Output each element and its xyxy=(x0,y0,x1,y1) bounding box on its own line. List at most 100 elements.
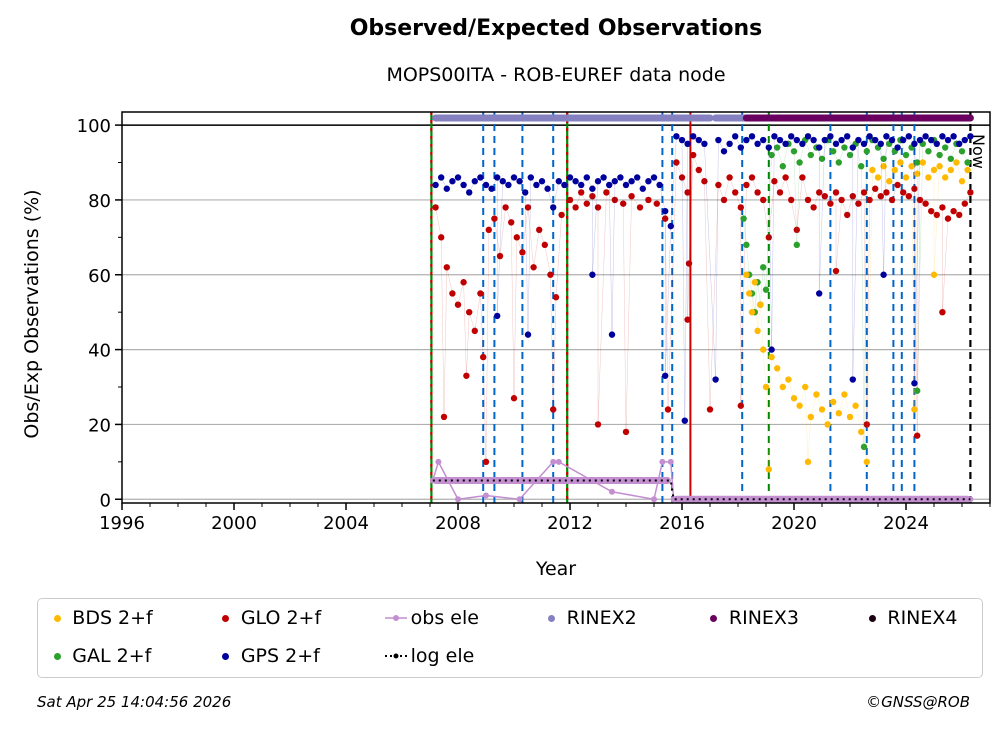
point-gps xyxy=(877,140,884,148)
point-gps xyxy=(572,178,579,185)
point-gps xyxy=(589,271,596,278)
legend-label: obs ele xyxy=(410,607,479,629)
y-tick-label: 20 xyxy=(88,415,111,436)
obs-ele-point xyxy=(659,458,666,465)
x-tick-label: 2008 xyxy=(435,513,481,534)
legend-item-glo: GLO 2+f xyxy=(215,605,321,631)
point-glo xyxy=(583,200,590,207)
point-gps xyxy=(880,271,887,278)
point-gal xyxy=(807,151,814,159)
legend-marker xyxy=(384,651,407,661)
point-glo xyxy=(900,189,907,196)
now-label: Now xyxy=(969,134,988,169)
point-bds xyxy=(802,383,809,391)
point-glo xyxy=(956,211,963,219)
legend: BDS 2+f GLO 2+f obs ele RINEX2 RINEX3 RINEX4 G… xyxy=(37,598,983,678)
point-glo xyxy=(838,196,845,204)
point-gps xyxy=(883,133,890,140)
point-gps xyxy=(804,133,812,140)
legend-label: BDS 2+f xyxy=(72,607,153,629)
x-tick-label: 1996 xyxy=(99,513,145,534)
point-glo xyxy=(804,196,812,204)
point-glo xyxy=(477,290,484,297)
point-glo xyxy=(491,215,498,222)
point-glo xyxy=(690,151,697,159)
point-glo xyxy=(905,192,912,200)
point-glo xyxy=(706,406,714,413)
obs-ele-point xyxy=(516,496,523,503)
point-bds xyxy=(846,413,854,421)
point-glo xyxy=(594,421,602,428)
legend-marker xyxy=(861,614,883,622)
y-tick-label: 40 xyxy=(88,341,111,362)
point-glo xyxy=(844,211,851,219)
point-glo xyxy=(636,204,644,211)
point-gps xyxy=(645,178,652,185)
point-gps xyxy=(832,140,840,148)
point-gps xyxy=(443,185,450,192)
point-gps xyxy=(684,140,691,148)
point-glo xyxy=(454,301,462,308)
point-gal xyxy=(880,155,887,162)
point-bds xyxy=(874,174,882,181)
obs-ele-point xyxy=(455,496,461,503)
point-glo xyxy=(603,189,610,196)
point-gps xyxy=(594,178,602,185)
point-glo xyxy=(622,428,630,436)
point-gps xyxy=(589,185,596,192)
point-glo xyxy=(754,189,761,196)
point-bds xyxy=(818,406,826,413)
series-line-glo xyxy=(435,154,971,462)
point-gps xyxy=(855,136,862,144)
point-gal xyxy=(760,264,767,271)
point-gps xyxy=(701,140,708,148)
point-gps xyxy=(477,174,484,181)
point-gps xyxy=(765,144,772,151)
point-glo xyxy=(508,219,515,226)
point-bds xyxy=(911,406,918,413)
point-glo xyxy=(827,200,834,207)
point-gps xyxy=(939,133,946,140)
point-glo xyxy=(793,226,800,234)
point-gps xyxy=(894,144,901,151)
point-bds xyxy=(852,402,859,409)
y-tick-label: 60 xyxy=(88,266,111,287)
point-bds xyxy=(768,353,775,361)
point-gps xyxy=(748,133,756,140)
point-glo xyxy=(715,181,722,189)
point-glo xyxy=(816,189,823,196)
point-bds xyxy=(779,383,786,391)
point-glo xyxy=(510,395,518,402)
point-bds xyxy=(869,166,876,174)
point-gps xyxy=(566,174,574,181)
point-glo xyxy=(928,207,935,215)
chart-subtitle: MOPS00ITA - ROB-EUREF data node xyxy=(386,64,726,86)
point-glo xyxy=(914,432,921,439)
point-bds xyxy=(897,159,904,166)
legend-item-bds: BDS 2+f xyxy=(46,605,153,631)
point-glo xyxy=(737,402,744,409)
point-gps xyxy=(720,148,728,155)
point-glo xyxy=(866,196,873,204)
elevation-series xyxy=(429,458,974,503)
point-gps xyxy=(527,174,534,181)
x-tick-label: 2004 xyxy=(323,513,369,534)
point-bds xyxy=(830,398,837,406)
point-gps xyxy=(844,133,851,140)
point-bds xyxy=(858,428,865,436)
point-gal xyxy=(947,155,954,162)
point-gps xyxy=(905,133,912,140)
point-glo xyxy=(552,294,560,301)
point-gal xyxy=(835,159,842,166)
point-bds xyxy=(958,178,966,185)
point-bds xyxy=(925,174,932,181)
point-gps xyxy=(494,312,501,320)
point-gps xyxy=(816,290,823,297)
point-gps xyxy=(768,346,775,353)
point-gps xyxy=(617,174,624,181)
point-gal xyxy=(846,151,854,159)
legend-marker xyxy=(541,614,563,622)
point-glo xyxy=(678,174,686,181)
point-bds xyxy=(891,166,898,174)
point-gal xyxy=(740,215,747,222)
